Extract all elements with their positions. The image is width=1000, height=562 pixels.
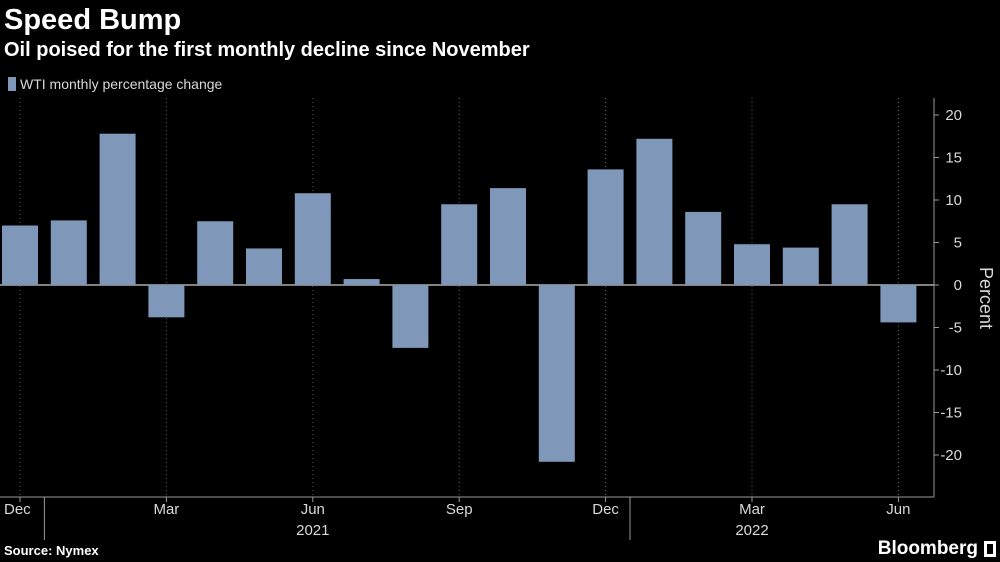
bloomberg-mark-icon: [984, 541, 996, 557]
bar-feb-2022: [685, 211, 722, 285]
x-tick-label: Sep: [446, 501, 473, 518]
x-tick-label: Mar: [153, 501, 179, 518]
bar-jun-2021: [294, 193, 331, 285]
x-tick-label: Jun: [301, 501, 325, 518]
y-tick-label: -20: [940, 447, 962, 464]
x-tick-label: Dec: [592, 501, 619, 518]
bar-apr-2022: [782, 247, 819, 285]
bar-jan-2022: [636, 138, 673, 285]
x-tick-label: Jun: [886, 501, 910, 518]
y-tick-label: 0: [954, 277, 962, 294]
x-axis: Dec Mar Jun Sep Dec Mar Jun 2021 2022: [0, 496, 934, 540]
bar-aug-2021: [392, 285, 429, 348]
bars: [2, 133, 917, 462]
legend: WTI monthly percentage change: [8, 76, 222, 92]
bar-oct-2021: [490, 188, 526, 285]
y-axis-title: Percent: [976, 267, 996, 329]
bar-jul-2021: [343, 279, 380, 285]
bar-may-2021: [246, 248, 282, 285]
legend-label: WTI monthly percentage change: [20, 76, 223, 92]
bar-dec-2020: [2, 225, 38, 285]
x-tick-label: Mar: [739, 501, 765, 518]
chart-subtitle: Oil poised for the first monthly decline…: [4, 39, 530, 61]
x-year-label: 2021: [296, 522, 329, 539]
y-axis: 20 15 10 5 0 -5 -10 -15 -20 Percent: [933, 98, 996, 497]
y-tick-label: 5: [954, 235, 962, 252]
bar-jan-2021: [50, 220, 87, 285]
chart-title: Speed Bump: [4, 4, 182, 36]
bar-mar-2021: [148, 285, 185, 318]
bar-dec-2021: [587, 169, 624, 285]
bar-may-2022: [831, 204, 868, 285]
bar-jun-2022: [880, 285, 917, 323]
bar-mar-2022: [734, 244, 770, 285]
brand-name: Bloomberg: [877, 538, 978, 559]
brand-logo: Bloomberg: [878, 538, 996, 560]
x-year-label: 2022: [735, 522, 768, 539]
y-tick-label: -15: [940, 405, 962, 422]
bar-nov-2021: [538, 285, 575, 462]
y-tick-label: 20: [945, 107, 962, 124]
legend-swatch: [8, 77, 16, 91]
bar-feb-2021: [99, 133, 136, 285]
y-tick-label: 10: [945, 192, 962, 209]
y-tick-label: 15: [945, 150, 962, 167]
gridlines: [0, 98, 934, 497]
y-tick-label: -10: [940, 362, 962, 379]
source-note: Source: Nymex: [4, 543, 99, 558]
bar-apr-2021: [197, 221, 234, 285]
y-tick-label: -5: [949, 320, 962, 337]
x-tick-label: Dec: [4, 501, 31, 518]
bar-sep-2021: [441, 204, 478, 285]
